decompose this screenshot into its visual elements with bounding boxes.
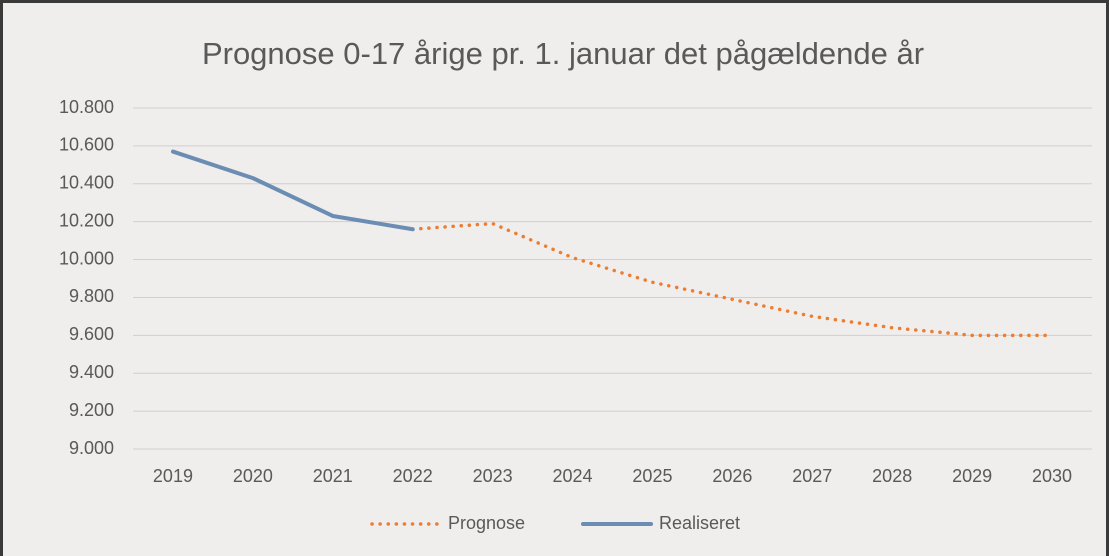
x-tick-label: 2019: [153, 466, 193, 486]
y-tick-label: 10.600: [59, 135, 114, 155]
y-tick-label: 9.400: [69, 362, 114, 382]
x-tick-label: 2023: [473, 466, 513, 486]
y-tick-label: 10.000: [59, 248, 114, 268]
y-tick-label: 9.000: [69, 438, 114, 458]
y-tick-label: 10.400: [59, 173, 114, 193]
legend-label: Realiseret: [659, 513, 740, 533]
x-tick-label: 2024: [553, 466, 593, 486]
chart-title: Prognose 0-17 årige pr. 1. januar det på…: [202, 36, 924, 71]
x-tick-label: 2029: [952, 466, 992, 486]
y-tick-label: 9.800: [69, 286, 114, 306]
y-tick-label: 9.200: [69, 400, 114, 420]
legend-label: Prognose: [448, 513, 525, 533]
x-tick-label: 2026: [712, 466, 752, 486]
x-tick-label: 2020: [233, 466, 273, 486]
x-tick-label: 2021: [313, 466, 353, 486]
y-tick-label: 9.600: [69, 324, 114, 344]
x-tick-label: 2027: [792, 466, 832, 486]
series-line: [410, 221, 1054, 338]
x-tick-label: 2025: [632, 466, 672, 486]
series-line: [170, 149, 415, 232]
x-tick-label: 2028: [872, 466, 912, 486]
y-tick-label: 10.800: [59, 97, 114, 117]
x-tick-label: 2030: [1032, 466, 1072, 486]
y-tick-label: 10.200: [59, 210, 114, 230]
x-tick-label: 2022: [393, 466, 433, 486]
